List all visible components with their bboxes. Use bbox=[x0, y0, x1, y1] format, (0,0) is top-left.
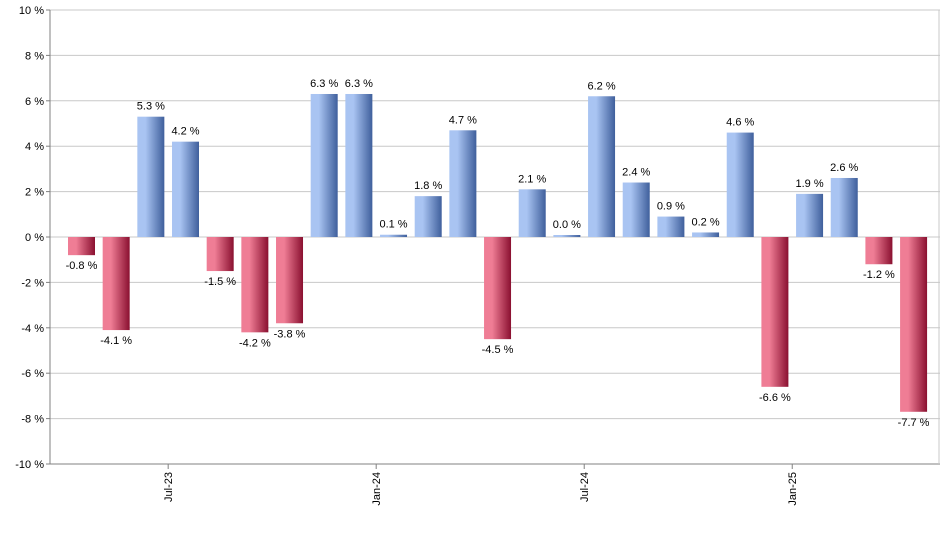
bar bbox=[102, 237, 130, 331]
data-label: 6.3 % bbox=[345, 78, 373, 90]
axes bbox=[49, 10, 940, 465]
y-tick-label: -6 % bbox=[21, 368, 44, 380]
y-tick-label: 4 % bbox=[25, 141, 44, 153]
data-label: -0.8 % bbox=[66, 260, 98, 272]
data-label: 5.3 % bbox=[137, 101, 165, 113]
y-tick-label: 10 % bbox=[19, 5, 44, 17]
bar bbox=[414, 196, 442, 237]
data-label: 2.6 % bbox=[830, 162, 858, 174]
x-tick-label: Jul-23 bbox=[163, 472, 175, 502]
bar bbox=[726, 132, 754, 237]
data-label: -7.7 % bbox=[898, 417, 930, 429]
bar bbox=[172, 141, 200, 237]
y-tick-label: -4 % bbox=[21, 323, 44, 335]
data-label: 1.9 % bbox=[795, 178, 823, 190]
data-label: 0.0 % bbox=[553, 219, 581, 231]
bar bbox=[900, 237, 928, 412]
data-label: -3.8 % bbox=[274, 328, 306, 340]
bar bbox=[449, 130, 477, 237]
x-tick-label: Jul-24 bbox=[579, 472, 591, 502]
data-label: 6.2 % bbox=[587, 80, 615, 92]
bar bbox=[137, 116, 165, 237]
bar bbox=[796, 193, 824, 237]
y-tick-label: 2 % bbox=[25, 187, 44, 199]
data-label: -6.6 % bbox=[759, 392, 791, 404]
bar bbox=[68, 237, 95, 256]
data-label: 1.8 % bbox=[414, 180, 442, 192]
bar bbox=[588, 96, 616, 237]
data-labels: -0.8 % -4.1 % 5.3 % 4.2 % -1.5 % -4.2 %-3.8 %… bbox=[66, 78, 930, 429]
bar bbox=[241, 237, 269, 333]
y-tick-label: -10 % bbox=[15, 459, 44, 471]
data-label: 2.4 % bbox=[622, 167, 650, 179]
data-label: 0.1 % bbox=[379, 219, 407, 231]
bar bbox=[553, 235, 581, 237]
bar bbox=[518, 189, 546, 237]
bar bbox=[657, 216, 685, 237]
bar bbox=[865, 237, 893, 265]
bar bbox=[310, 93, 338, 238]
bar bbox=[345, 93, 373, 238]
bar bbox=[761, 237, 789, 387]
bar bbox=[692, 232, 720, 237]
data-label: 4.2 % bbox=[171, 126, 199, 138]
y-tick-label: 8 % bbox=[25, 50, 44, 62]
y-tick-label: 0 % bbox=[25, 232, 44, 244]
data-label: -4.5 % bbox=[482, 344, 514, 356]
bar bbox=[622, 182, 650, 237]
y-tick-label: -2 % bbox=[21, 277, 44, 289]
bar bbox=[830, 177, 858, 237]
bar bbox=[380, 234, 408, 237]
data-label: 4.6 % bbox=[726, 117, 754, 129]
x-axis-ticks: Jul-23 Jan-24 Jul-24 Jan-25 bbox=[163, 464, 799, 506]
y-axis-ticks: 10 % 8 % 6 % 4 % 2 % 0 % -2 % -4 % -6 % -8 % -10 % bbox=[15, 5, 50, 471]
y-tick-label: 6 % bbox=[25, 96, 44, 108]
x-tick-label: Jan-24 bbox=[371, 472, 383, 506]
data-label: -1.5 % bbox=[204, 276, 236, 288]
data-label: -4.1 % bbox=[100, 335, 132, 347]
x-tick-label: Jan-25 bbox=[787, 472, 799, 506]
bars bbox=[68, 93, 928, 412]
data-label: 4.7 % bbox=[449, 114, 477, 126]
data-label: 6.3 % bbox=[310, 78, 338, 90]
data-label: 0.2 % bbox=[691, 216, 719, 228]
data-label: 2.1 % bbox=[518, 173, 546, 185]
bar bbox=[276, 237, 304, 324]
data-label: 0.9 % bbox=[657, 201, 685, 213]
bar bbox=[206, 237, 234, 272]
bar bbox=[484, 237, 512, 340]
data-label: -4.2 % bbox=[239, 337, 271, 349]
data-label: -1.2 % bbox=[863, 269, 895, 281]
y-tick-label: -8 % bbox=[21, 414, 44, 426]
